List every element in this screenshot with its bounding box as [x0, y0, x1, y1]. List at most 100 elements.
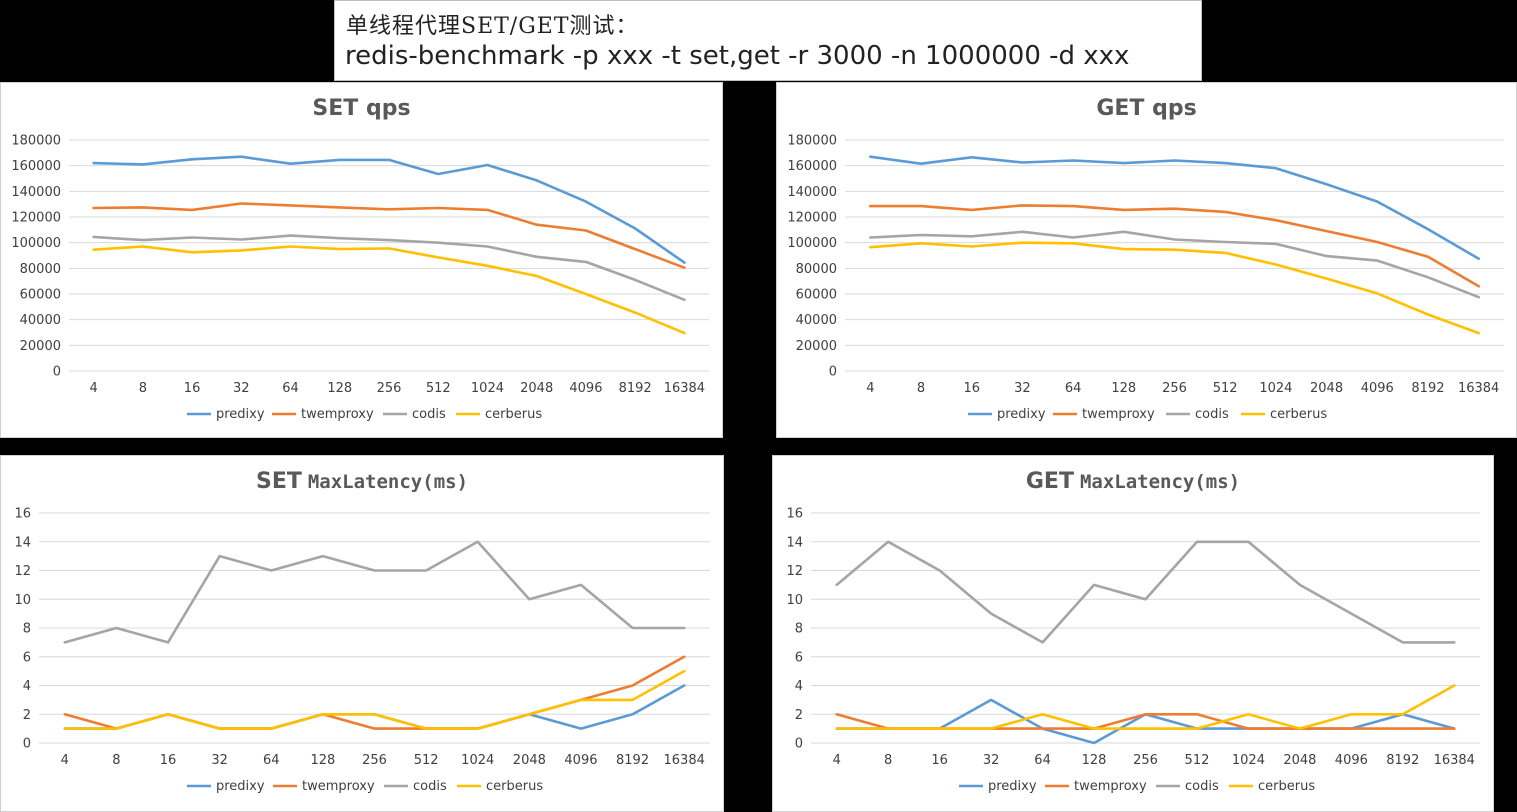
- x-tick-label: 8192: [1386, 753, 1419, 768]
- x-tick-label: 8: [917, 381, 925, 396]
- x-tick-label: 8: [139, 381, 147, 396]
- x-tick-label: 1024: [461, 753, 494, 768]
- x-tick-label: 512: [414, 753, 439, 768]
- x-tick-label: 128: [1111, 381, 1136, 396]
- y-tick-label: 160000: [787, 159, 837, 174]
- x-tick-label: 4096: [1361, 381, 1394, 396]
- legend-label-cerberus: cerberus: [1258, 779, 1315, 794]
- legend-label-twemproxy: twemproxy: [302, 779, 375, 794]
- series-line-cerberus: [869, 241, 1481, 335]
- series-line-predixy: [92, 155, 686, 264]
- legend-label-predixy: predixy: [216, 407, 265, 422]
- x-tick-label: 128: [1082, 753, 1107, 768]
- chart-title-main: GET qps: [1096, 96, 1196, 121]
- chart-title: GET qps: [1096, 96, 1196, 121]
- x-tick-label: 8192: [619, 381, 652, 396]
- series-line-cerberus: [63, 669, 686, 730]
- y-tick-label: 80000: [796, 262, 837, 277]
- y-tick-label: 60000: [20, 288, 61, 303]
- x-tick-label: 64: [1065, 381, 1082, 396]
- get-qps-svg: GET qps 0 20000 40000 60000 80000 100000 120000…: [787, 96, 1504, 422]
- x-tick-label: 16: [931, 753, 948, 768]
- chart-title-main: SET qps: [312, 96, 410, 121]
- header-command: redis-benchmark -p xxx -t set,get -r 300…: [345, 41, 1130, 71]
- series-line-codis: [92, 234, 686, 302]
- y-tick-label: 16: [14, 507, 31, 522]
- y-tick-label: 80000: [20, 262, 61, 277]
- y-tick-label: 120000: [11, 211, 61, 226]
- y-tick-label: 8: [795, 622, 803, 637]
- y-tick-label: 140000: [11, 185, 61, 200]
- x-tick-label: 16: [184, 381, 201, 396]
- y-tick-label: 14: [14, 535, 31, 550]
- x-tick-label: 256: [362, 753, 387, 768]
- series-line-predixy: [63, 684, 686, 730]
- chart-title-main: SET: [256, 469, 302, 494]
- y-tick-label: 0: [829, 365, 837, 380]
- y-tick-label: 14: [786, 535, 803, 550]
- y-tick-label: 40000: [20, 313, 61, 328]
- x-tick-label: 1024: [1259, 381, 1292, 396]
- x-tick-label: 8: [112, 753, 120, 768]
- y-tick-label: 12: [14, 564, 31, 579]
- y-tick-label: 20000: [796, 339, 837, 354]
- x-tick-label: 2048: [520, 381, 553, 396]
- x-tick-label: 32: [1014, 381, 1031, 396]
- legend-label-cerberus: cerberus: [485, 407, 542, 422]
- x-tick-label: 4096: [564, 753, 597, 768]
- set-latency-chart: SET MaxLatency(ms) 0 2 4 6 8 10 12 14 16 4 8 16 32 64 12…: [0, 455, 724, 812]
- y-tick-label: 4: [23, 679, 31, 694]
- legend-label-codis: codis: [1195, 407, 1229, 422]
- legend-label-codis: codis: [413, 779, 447, 794]
- y-tick-label: 6: [795, 650, 803, 665]
- y-tick-label: 6: [23, 650, 31, 665]
- chart-title: GET MaxLatency(ms): [1026, 469, 1240, 494]
- set-qps-svg: SET qps 0 20000 40000 60000 80000 100000 120000…: [11, 96, 709, 422]
- y-tick-label: 16: [786, 507, 803, 522]
- legend-label-predixy: predixy: [216, 779, 265, 794]
- set-latency-svg: SET MaxLatency(ms) 0 2 4 6 8 10 12 14 16 4 8 16 32 64 12…: [14, 469, 710, 794]
- y-tick-label: 140000: [787, 185, 837, 200]
- y-tick-label: 0: [23, 737, 31, 752]
- y-tick-label: 10: [786, 593, 803, 608]
- series-line-predixy: [869, 155, 1481, 260]
- y-tick-label: 0: [795, 737, 803, 752]
- y-tick-label: 40000: [796, 313, 837, 328]
- y-tick-label: 8: [23, 622, 31, 637]
- series-line-cerberus: [835, 684, 1456, 730]
- x-tick-label: 512: [426, 381, 451, 396]
- x-tick-label: 64: [1034, 753, 1051, 768]
- series-line-codis: [835, 540, 1456, 644]
- header-box: 单线程代理SET/GET测试： redis-benchmark -p xxx -…: [334, 0, 1202, 81]
- y-tick-label: 12: [786, 564, 803, 579]
- y-tick-label: 60000: [796, 288, 837, 303]
- x-tick-label: 64: [263, 753, 280, 768]
- x-tick-label: 512: [1213, 381, 1238, 396]
- series-line-twemproxy: [869, 204, 1481, 288]
- legend-label-codis: codis: [1185, 779, 1219, 794]
- x-tick-label: 16384: [664, 753, 705, 768]
- x-tick-label: 256: [377, 381, 402, 396]
- legend-label-cerberus: cerberus: [1270, 407, 1327, 422]
- x-tick-label: 1024: [1232, 753, 1265, 768]
- chart-title-main: GET: [1026, 469, 1074, 494]
- set-qps-chart: SET qps 0 20000 40000 60000 80000 100000 120000…: [0, 82, 723, 438]
- x-tick-label: 16384: [664, 381, 705, 396]
- y-tick-label: 10: [14, 593, 31, 608]
- x-tick-label: 256: [1162, 381, 1187, 396]
- y-tick-label: 2: [795, 708, 803, 723]
- x-tick-label: 8192: [616, 753, 649, 768]
- legend-label-twemproxy: twemproxy: [1074, 779, 1147, 794]
- x-tick-label: 256: [1133, 753, 1158, 768]
- x-tick-label: 4096: [569, 381, 602, 396]
- get-latency-svg: GET MaxLatency(ms) 0 2 4 6 8 10 12 14 16 4 8 16 32 64 12…: [786, 469, 1480, 794]
- header-title: 单线程代理SET/GET测试：: [346, 14, 639, 39]
- legend-label-twemproxy: twemproxy: [301, 407, 374, 422]
- x-tick-label: 8: [884, 753, 892, 768]
- y-tick-label: 100000: [787, 236, 837, 251]
- legend-label-codis: codis: [412, 407, 446, 422]
- x-tick-label: 32: [211, 753, 228, 768]
- legend-label-predixy: predixy: [997, 407, 1046, 422]
- x-tick-label: 128: [327, 381, 352, 396]
- x-tick-label: 16384: [1434, 753, 1475, 768]
